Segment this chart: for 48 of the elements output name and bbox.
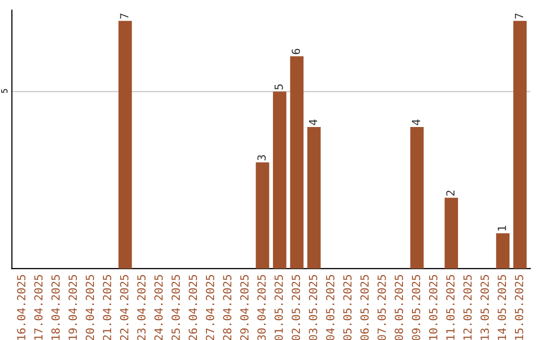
data-label: 4 (308, 119, 318, 126)
bar (496, 233, 510, 269)
x-tick-label: 11.05.2025 (446, 275, 455, 340)
x-tick-label: 01.05.2025 (274, 275, 283, 340)
x-tick-label: 12.05.2025 (463, 275, 472, 340)
data-label: 2 (446, 190, 454, 196)
x-tick-label: 18.04.2025 (51, 275, 60, 340)
x-tick-label: 06.05.2025 (360, 275, 369, 340)
x-tick-label: 10.05.2025 (429, 275, 438, 340)
x-tick-label: 22.04.2025 (120, 275, 128, 340)
x-tick-label: 24.04.2025 (154, 275, 163, 340)
x-tick-label: 04.05.2025 (326, 275, 334, 340)
x-tick-label: 30.04.2025 (257, 275, 266, 340)
bar (307, 127, 321, 269)
x-tick-label: 27.04.2025 (206, 275, 214, 340)
bar (290, 56, 304, 269)
x-tick-label: 23.04.2025 (137, 275, 146, 340)
x-tick-label: 08.05.2025 (394, 275, 404, 340)
bar (118, 20, 132, 269)
data-label: 6 (292, 48, 300, 54)
data-label: 5 (274, 84, 283, 90)
data-label: 7 (120, 14, 128, 19)
x-tick-label: 14.05.2025 (498, 275, 506, 340)
bar (513, 20, 527, 269)
x-tick-label: 16.04.2025 (17, 275, 26, 340)
x-tick-label: 25.04.2025 (172, 275, 180, 340)
x-tick-label: 20.04.2025 (86, 275, 94, 340)
bar (272, 92, 286, 269)
data-label: 4 (412, 119, 420, 126)
data-label: 3 (257, 155, 266, 160)
bar (256, 162, 270, 269)
x-tick-label: 05.05.2025 (343, 275, 352, 340)
x-tick-label: 09.05.2025 (412, 275, 420, 340)
x-tick-label: 07.05.2025 (378, 275, 386, 340)
bar (410, 127, 424, 269)
data-label: 7 (514, 14, 524, 19)
x-tick-label: 03.05.2025 (308, 275, 318, 340)
x-tick-label: 02.05.2025 (292, 275, 300, 340)
x-tick-label: 26.04.2025 (188, 275, 198, 340)
x-tick-label: 19.04.2025 (68, 275, 77, 340)
bar (444, 198, 458, 269)
x-tick-label: 28.04.2025 (223, 275, 232, 340)
x-tick-label: 21.04.2025 (102, 275, 112, 340)
x-tick-label: 13.05.2025 (480, 275, 489, 340)
x-tick-label: 29.04.2025 (240, 275, 249, 340)
data-label: 1 (498, 226, 506, 230)
x-tick-label: 15.05.2025 (514, 275, 524, 340)
x-tick-label: 17.04.2025 (34, 275, 43, 340)
